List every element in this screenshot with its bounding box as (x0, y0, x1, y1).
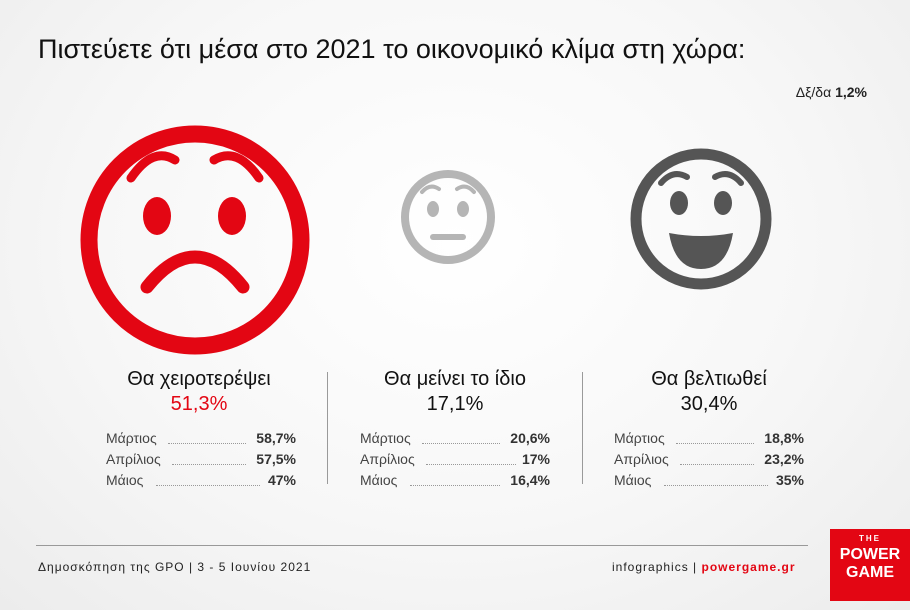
column-divider (582, 372, 583, 484)
month-value: 16,4% (510, 472, 550, 488)
month-value: 23,2% (764, 451, 804, 467)
month-value: 58,7% (256, 430, 296, 446)
category-value: 51,3% (170, 393, 228, 415)
month-label: Μάιος (360, 472, 398, 488)
month-value: 35% (775, 472, 804, 488)
history-row: Απρίλιος 23,2% (614, 451, 804, 472)
month-label: Απρίλιος (106, 451, 161, 467)
footer-credit: infographics | powergame.gr (612, 560, 796, 574)
footer-source: Δημοσκόπηση της GPO | 3 - 5 Ιουνίου 2021 (38, 560, 312, 574)
history-row: Απρίλιος 57,5% (106, 451, 296, 472)
history-row: Μάρτιος 18,8% (614, 430, 804, 451)
category-worse: Θα χειροτερέψει 51,3% (74, 368, 324, 416)
month-label: Μάρτιος (106, 430, 157, 446)
history-better: Μάρτιος 18,8% Απρίλιος 23,2% Μάιος 35% (614, 430, 804, 493)
category-better: Θα βελτιωθεί 30,4% (584, 368, 834, 416)
category-label: Θα χειροτερέψει (127, 368, 271, 390)
month-label: Μάιος (106, 472, 144, 488)
month-value: 18,8% (764, 430, 804, 446)
dont-know-note: Δξ/δα 1,2% (796, 84, 867, 100)
month-value: 17% (521, 451, 550, 467)
footer-divider (36, 545, 808, 546)
month-value: 47% (267, 472, 296, 488)
history-row: Απρίλιος 17% (360, 451, 550, 472)
month-value: 20,6% (510, 430, 550, 446)
history-row: Μάιος 35% (614, 472, 804, 493)
category-label: Θα βελτιωθεί (651, 368, 767, 390)
brand-logo[interactable]: THE POWER GAME (830, 529, 910, 601)
sad-face-icon (80, 125, 310, 355)
category-same: Θα μείνει το ίδιο 17,1% (330, 368, 580, 416)
column-divider (327, 372, 328, 484)
dont-know-value: 1,2% (835, 84, 867, 100)
history-row: Μάρτιος 58,7% (106, 430, 296, 451)
month-label: Μάιος (614, 472, 652, 488)
history-row: Μάρτιος 20,6% (360, 430, 550, 451)
happy-face-icon (630, 148, 772, 290)
month-value: 57,5% (256, 451, 296, 467)
history-same: Μάρτιος 20,6% Απρίλιος 17% Μάιος 16,4% (360, 430, 550, 493)
logo-line: POWER (839, 546, 901, 563)
category-value: 17,1% (426, 393, 484, 415)
footer-credit-label: infographics | (612, 560, 698, 574)
logo-line: THE (859, 534, 881, 543)
month-label: Μάρτιος (360, 430, 411, 446)
chart-title: Πιστεύετε ότι μέσα στο 2021 το οικονομικ… (38, 34, 746, 64)
month-label: Απρίλιος (614, 451, 669, 467)
month-label: Απρίλιος (360, 451, 415, 467)
history-worse: Μάρτιος 58,7% Απρίλιος 57,5% Μάιος 47% (106, 430, 296, 493)
neutral-face-icon (401, 170, 495, 264)
logo-line: GAME (846, 564, 894, 581)
footer-site-link[interactable]: powergame.gr (701, 560, 796, 574)
history-row: Μάιος 16,4% (360, 472, 550, 493)
dont-know-label: Δξ/δα (795, 84, 832, 100)
category-label: Θα μείνει το ίδιο (384, 368, 526, 390)
month-label: Μάρτιος (614, 430, 665, 446)
category-value: 30,4% (680, 393, 738, 415)
history-row: Μάιος 47% (106, 472, 296, 493)
